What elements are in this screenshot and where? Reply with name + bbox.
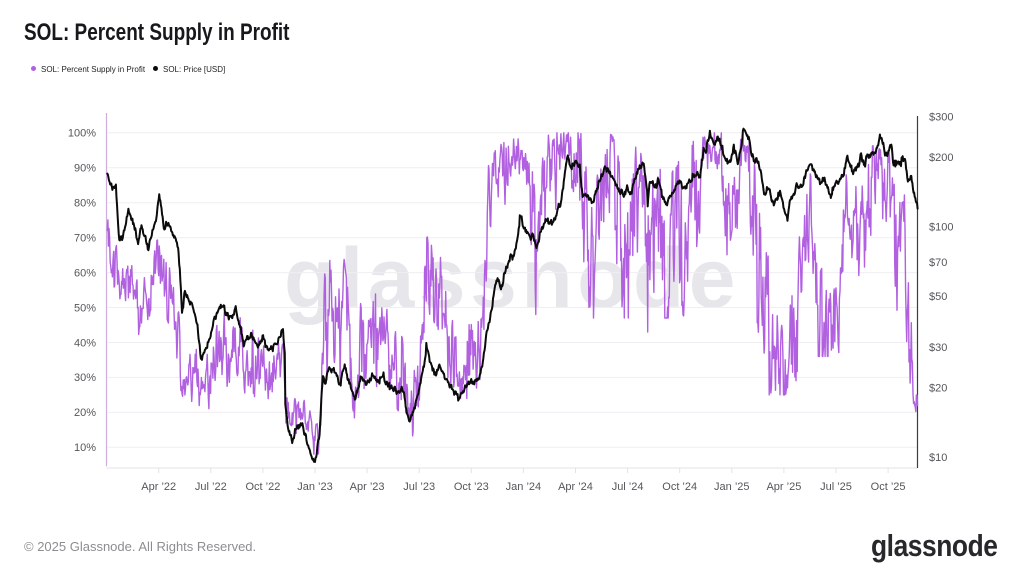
svg-text:Jan ’25: Jan ’25 <box>714 481 749 493</box>
svg-text:$10: $10 <box>929 452 947 464</box>
svg-text:Jan ’24: Jan ’24 <box>506 481 541 493</box>
svg-text:$50: $50 <box>929 291 947 303</box>
svg-text:Jul ’22: Jul ’22 <box>195 481 227 493</box>
svg-text:Oct ’22: Oct ’22 <box>245 481 280 493</box>
svg-text:70%: 70% <box>74 233 96 245</box>
svg-text:50%: 50% <box>74 302 96 314</box>
svg-text:60%: 60% <box>74 267 96 279</box>
svg-text:$300: $300 <box>929 112 953 124</box>
svg-text:$100: $100 <box>929 222 953 234</box>
svg-text:Apr ’23: Apr ’23 <box>350 481 385 493</box>
svg-text:Jan ’23: Jan ’23 <box>297 481 332 493</box>
svg-text:Oct ’25: Oct ’25 <box>871 481 906 493</box>
svg-text:$30: $30 <box>929 342 947 354</box>
svg-text:Jul ’23: Jul ’23 <box>403 481 435 493</box>
svg-text:90%: 90% <box>74 163 96 175</box>
svg-text:Oct ’23: Oct ’23 <box>454 481 489 493</box>
svg-text:$20: $20 <box>929 383 947 395</box>
svg-text:Jul ’25: Jul ’25 <box>820 481 852 493</box>
svg-text:10%: 10% <box>74 442 96 454</box>
svg-text:Apr ’24: Apr ’24 <box>558 481 593 493</box>
svg-text:Apr ’22: Apr ’22 <box>141 481 176 493</box>
svg-text:100%: 100% <box>68 128 96 140</box>
svg-text:40%: 40% <box>74 337 96 349</box>
svg-text:20%: 20% <box>74 407 96 419</box>
svg-text:$200: $200 <box>929 152 953 164</box>
svg-text:Apr ’25: Apr ’25 <box>766 481 801 493</box>
svg-text:30%: 30% <box>74 372 96 384</box>
svg-text:Oct ’24: Oct ’24 <box>662 481 697 493</box>
svg-text:$70: $70 <box>929 257 947 269</box>
svg-text:80%: 80% <box>74 198 96 210</box>
svg-text:Jul ’24: Jul ’24 <box>612 481 644 493</box>
